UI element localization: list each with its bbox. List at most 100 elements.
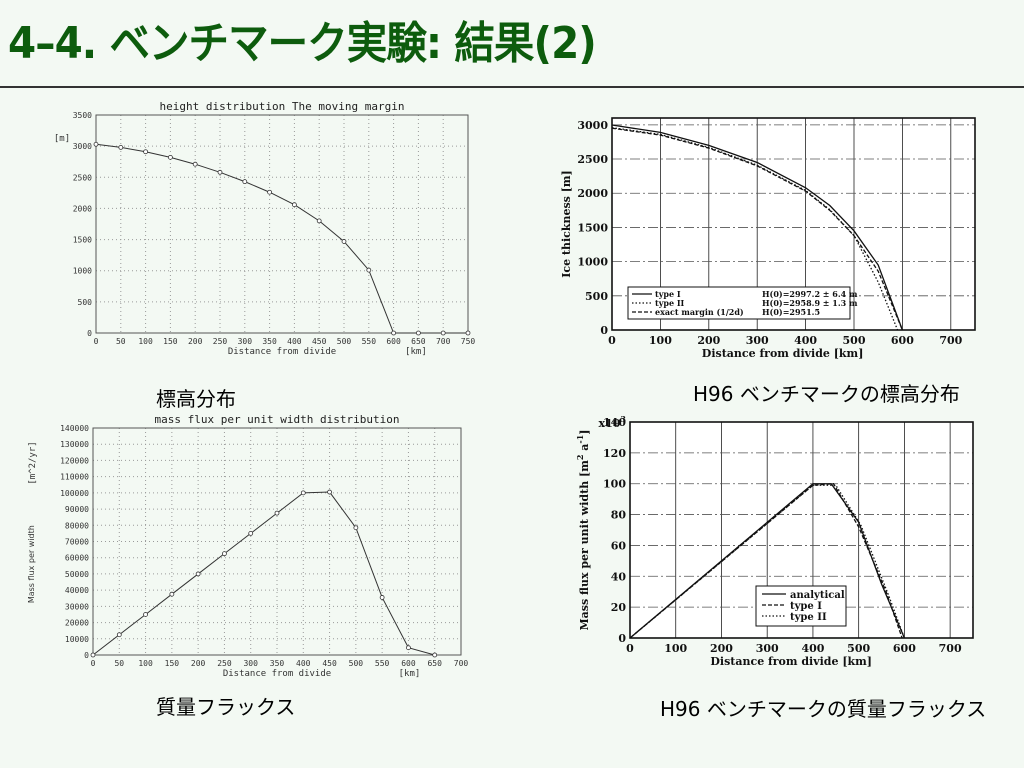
series-line-type-i [611,124,904,331]
y-tick-label: 40 [611,570,627,583]
data-point [432,652,438,658]
series-line-type-i [629,483,903,639]
data-point [415,330,421,336]
y-tick-label: 0 [84,651,89,660]
y-axis-label: Mass flux per width [27,525,36,603]
legend-label: exact margin (1/2d) [655,307,744,317]
data-point [366,267,372,273]
caption-height-h96: H96 ベンチマークの標高分布 [693,382,960,406]
x-tick-label: 550 [362,337,377,346]
x-tick-label: 600 [893,642,916,655]
y-tick-label: 2500 [577,153,608,166]
x-tick-label: 700 [939,334,962,347]
y-tick-label: 3500 [73,111,92,120]
caption-flux-h96: H96 ベンチマークの質量フラックス [660,697,987,721]
legend-label: type I [790,601,822,612]
y-tick-label: 500 [78,298,93,307]
data-point [116,632,122,638]
caption-height-model: 標高分布 [156,387,236,411]
x-tick-label: 0 [94,337,99,346]
x-tick-label: 500 [847,642,870,655]
data-point [341,239,347,244]
x-tick-label: 250 [213,337,228,346]
y-tick-label: 60 [611,539,627,552]
y-tick-label: 140 [603,416,626,429]
x-tick-label: 250 [217,659,232,668]
y-tick-label: 70000 [65,538,89,547]
data-point [353,525,359,531]
y-tick-label: 130000 [60,440,89,449]
y-tick-label: 0 [87,329,92,338]
data-point [327,489,332,495]
x-tick-label: 200 [697,334,720,347]
y-tick-label: 1000 [73,267,92,276]
series-line [92,491,435,656]
x-tick-label: 0 [91,659,96,668]
y-tick-label: 40000 [65,586,89,595]
data-point [274,510,280,516]
chart-title: mass flux per unit width distribution [154,413,399,426]
data-point [465,330,471,336]
x-axis-label: Distance from divide [km] [710,655,872,668]
data-point [143,612,148,617]
y-axis-unit: [m^2/yr] [28,441,38,484]
legend-value: H(0)=2958.9 ± 1.3 m [762,298,858,308]
x-tick-label: 400 [794,334,817,347]
x-tick-label: 200 [191,659,206,668]
flux-model-chart: 0 50 100 150 200 250 300 350 400 450 500 550 600 650 7… [27,413,469,679]
y-tick-label: 10000 [65,635,89,644]
legend-label: type II [790,612,827,623]
x-tick-label: 450 [322,659,337,668]
y-tick-label: 3000 [73,142,92,151]
x-tick-label: 650 [427,659,442,668]
plot-frame [629,421,974,639]
x-tick-label: 600 [386,337,401,346]
x-tick-label: 200 [710,642,733,655]
y-tick-label: 30000 [65,602,89,611]
legend-box [755,585,847,627]
x-tick-label: 50 [114,659,124,668]
x-tick-label: 500 [843,334,866,347]
x-tick-label: 300 [238,337,253,346]
data-point [242,179,248,185]
y-tick-label: 140000 [60,424,89,433]
y-axis-label: Mass flux per unit width [m2 a-1] [575,429,591,630]
data-point [248,530,254,536]
data-point [143,149,149,155]
y-tick-label: 100 [603,478,626,491]
x-axis-label: Distance from divide [228,347,336,357]
y-tick-label: 2500 [73,173,92,182]
x-tick-label: 550 [375,659,390,668]
x-tick-label: 0 [608,334,616,347]
x-tick-label: 100 [664,642,687,655]
legend-label: analytical [790,590,845,601]
y-tick-label: 120 [603,447,626,460]
data-point [222,551,227,557]
y-tick-label: 1500 [73,236,92,245]
slide-title: 4–4. ベンチマーク実験: 結果(2) [8,18,597,69]
x-tick-label: 700 [454,659,469,668]
y-tick-label: 2000 [73,204,92,213]
series-line-analytical [629,483,905,639]
x-axis-unit: [km] [405,347,427,357]
title-rule [0,86,1024,88]
y-multiplier: x103 [599,414,627,430]
data-point [93,141,99,147]
x-tick-label: 100 [138,659,153,668]
flux-h96-chart: 0 100 200 300 400 500 600 700 0 20 40 60 80 100 120 140… [575,414,974,668]
y-tick-label: 1500 [577,221,608,234]
x-tick-label: 350 [270,659,285,668]
data-point [217,169,223,175]
legend-label: type I [655,289,681,299]
x-tick-label: 100 [649,334,672,347]
data-point [440,330,446,336]
x-tick-label: 750 [461,337,476,346]
x-axis-unit: [km] [399,669,421,679]
data-point [195,571,201,577]
x-tick-label: 300 [746,334,769,347]
y-tick-label: 20000 [65,619,89,628]
y-tick-label: 2000 [577,187,608,200]
y-tick-label: 500 [585,290,608,303]
legend-value: H(0)=2997.2 ± 6.4 m [762,289,858,299]
x-tick-label: 600 [891,334,914,347]
